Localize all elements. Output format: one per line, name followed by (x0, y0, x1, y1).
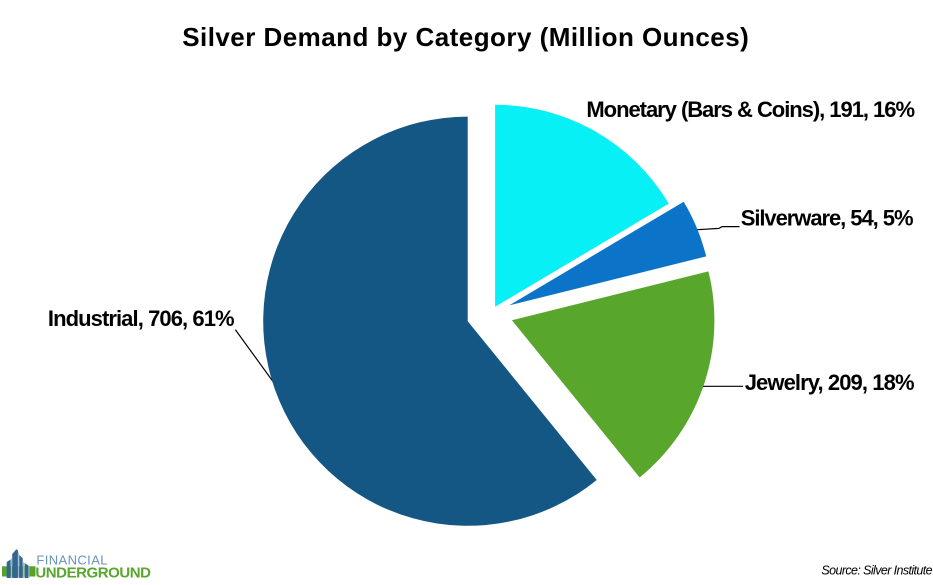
svg-text:Silver Demand by Category (Mil: Silver Demand by Category (Million Ounce… (182, 22, 749, 52)
svg-text:UNDERGROUND: UNDERGROUND (35, 564, 151, 580)
svg-text:Jewelry, 209, 18%: Jewelry, 209, 18% (745, 370, 915, 395)
svg-text:FINANCIAL: FINANCIAL (36, 552, 108, 567)
svg-text:Silverware, 54, 5%: Silverware, 54, 5% (741, 206, 914, 231)
svg-text:Industrial, 706, 61%: Industrial, 706, 61% (48, 306, 235, 331)
svg-text:Monetary (Bars & Coins), 191,: Monetary (Bars & Coins), 191, 16% (586, 97, 915, 122)
svg-text:Source: Silver Institute: Source: Silver Institute (821, 564, 932, 578)
